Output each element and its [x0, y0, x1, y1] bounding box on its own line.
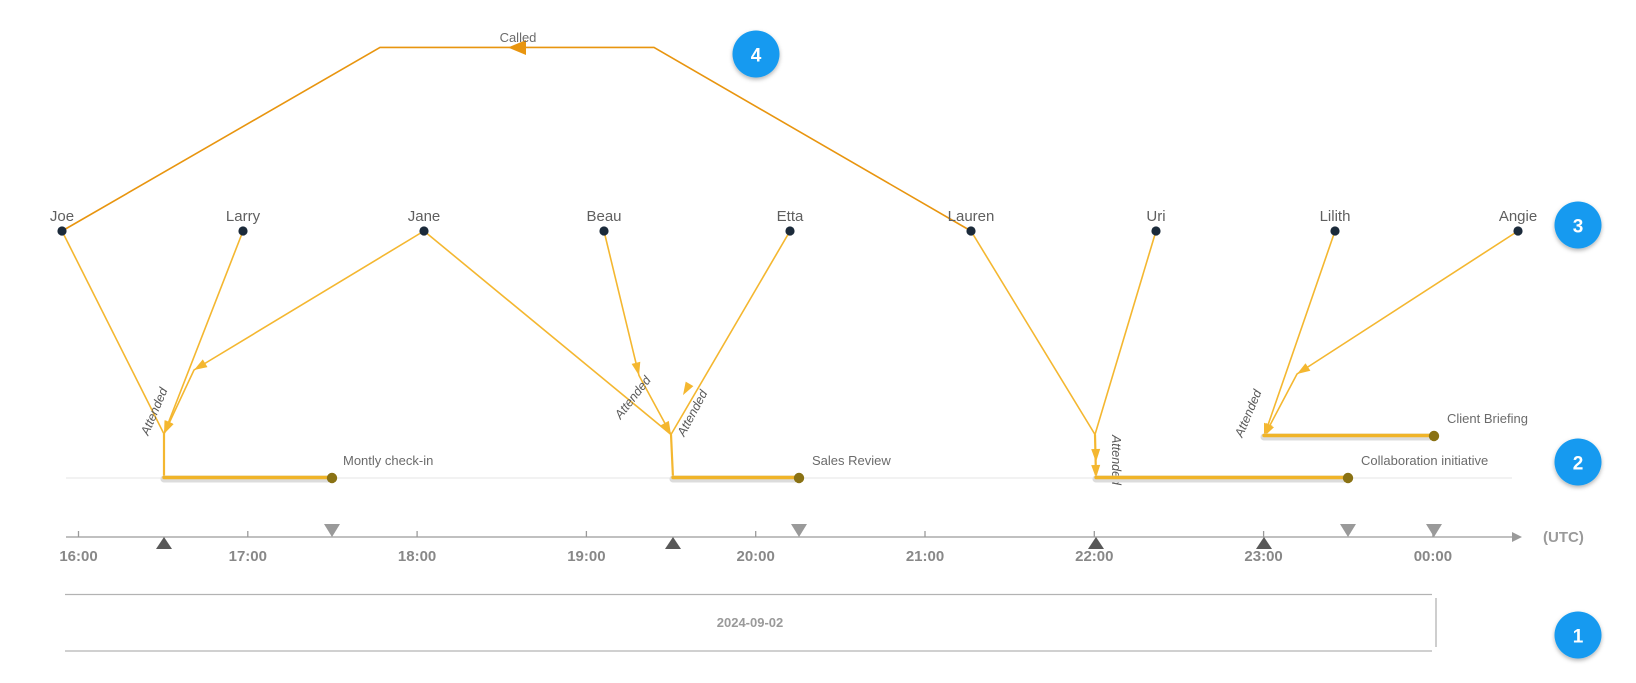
svg-text:Larry: Larry	[226, 208, 261, 225]
svg-text:18:00: 18:00	[398, 548, 436, 565]
svg-text:Montly check-in: Montly check-in	[343, 453, 433, 468]
svg-text:22:00: 22:00	[1075, 548, 1113, 565]
svg-text:Angie: Angie	[1499, 208, 1537, 225]
svg-text:2: 2	[1573, 454, 1584, 475]
svg-text:Uri: Uri	[1146, 208, 1165, 225]
svg-text:17:00: 17:00	[229, 548, 267, 565]
svg-text:Sales Review: Sales Review	[812, 453, 891, 468]
svg-text:16:00: 16:00	[59, 548, 97, 565]
svg-text:Beau: Beau	[586, 208, 621, 225]
svg-text:3: 3	[1573, 217, 1584, 238]
svg-text:20:00: 20:00	[737, 548, 775, 565]
svg-text:Attended: Attended	[674, 387, 711, 440]
svg-text:Jane: Jane	[408, 208, 441, 225]
svg-text:1: 1	[1573, 627, 1584, 648]
svg-text:Etta: Etta	[777, 208, 804, 225]
svg-text:Collaboration initiative: Collaboration initiative	[1361, 453, 1488, 468]
svg-text:23:00: 23:00	[1244, 548, 1282, 565]
svg-text:2024-09-02: 2024-09-02	[717, 615, 784, 630]
svg-text:Attended: Attended	[1232, 387, 1265, 440]
svg-text:Lauren: Lauren	[948, 208, 995, 225]
svg-text:19:00: 19:00	[567, 548, 605, 565]
svg-text:Client Briefing: Client Briefing	[1447, 411, 1528, 426]
svg-text:(UTC): (UTC)	[1543, 529, 1584, 546]
svg-text:Lilith: Lilith	[1320, 208, 1351, 225]
svg-text:Called: Called	[500, 30, 537, 45]
svg-text:4: 4	[751, 46, 762, 67]
svg-text:21:00: 21:00	[906, 548, 944, 565]
svg-text:Joe: Joe	[50, 208, 74, 225]
svg-text:00:00: 00:00	[1414, 548, 1452, 565]
